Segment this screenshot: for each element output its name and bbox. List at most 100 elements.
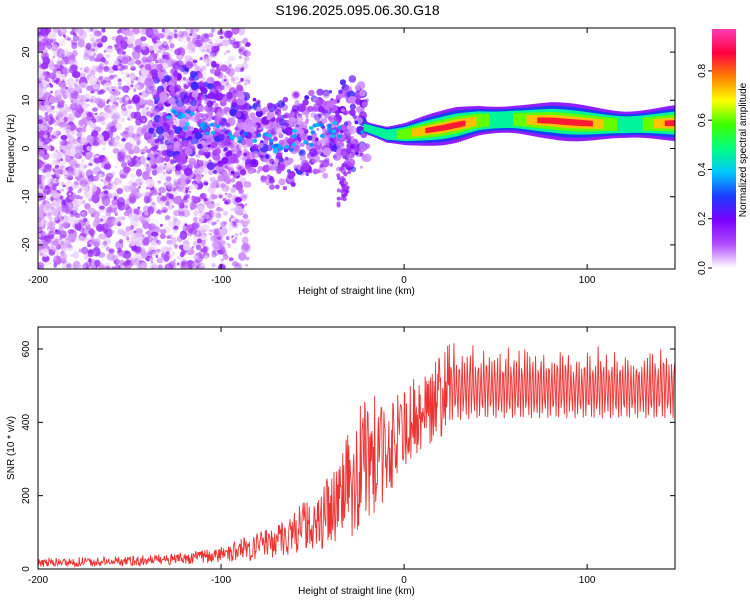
spectrogram-blob bbox=[165, 251, 170, 255]
spectrogram-blob bbox=[62, 110, 68, 117]
spectrogram-blob bbox=[121, 137, 126, 142]
spectrogram-blob bbox=[216, 206, 222, 212]
spectrogram-blob bbox=[61, 67, 68, 74]
spectrogram-blob bbox=[274, 109, 282, 116]
spectrogram-blob bbox=[139, 115, 148, 124]
spectrogram-blob bbox=[99, 69, 104, 74]
spectrogram-blob bbox=[151, 201, 156, 206]
spectrogram-blob bbox=[87, 174, 95, 182]
spectrogram-blob bbox=[223, 221, 228, 225]
spectrogram-blob bbox=[80, 74, 85, 78]
spectrogram-blob bbox=[38, 230, 47, 241]
spectrogram-blob bbox=[55, 150, 59, 153]
spectrogram-blob bbox=[166, 176, 172, 182]
spectrogram-blob bbox=[145, 217, 151, 222]
spectrogram-blob bbox=[169, 158, 175, 165]
spectrogram-blob bbox=[182, 224, 188, 232]
spectrogram-blob bbox=[121, 145, 124, 148]
spectrogram-blob bbox=[274, 184, 280, 190]
spectrogram-blob bbox=[241, 227, 249, 234]
spectrogram-blob bbox=[60, 158, 64, 162]
spectrogram-blob bbox=[74, 170, 80, 177]
colorbar-gradient bbox=[712, 29, 736, 268]
spectrogram-blob bbox=[178, 91, 188, 101]
spectrogram-blob bbox=[46, 71, 50, 76]
spectrogram-peak bbox=[242, 131, 248, 136]
spectrogram-blob bbox=[155, 51, 158, 54]
spectrogram-blob bbox=[161, 252, 165, 258]
spectrogram-blob bbox=[171, 251, 176, 257]
spectrogram-blob bbox=[113, 59, 120, 66]
spectrogram-blob bbox=[69, 187, 74, 192]
spectrogram-blob bbox=[344, 110, 350, 115]
spectrogram-blob bbox=[220, 247, 225, 251]
snr-x-tick-label: 0 bbox=[401, 575, 407, 586]
spectrogram-blob bbox=[75, 194, 80, 200]
spectrogram-blob bbox=[138, 185, 141, 189]
spectrogram-blob bbox=[75, 204, 80, 208]
spectrogram-blob bbox=[173, 154, 182, 163]
spectrogram-blob bbox=[197, 183, 204, 189]
spectrogram-blob bbox=[60, 149, 63, 152]
spectrogram-blob bbox=[191, 221, 200, 230]
spectrogram-blob bbox=[173, 181, 179, 187]
spectrogram-blob bbox=[241, 236, 249, 245]
spectrogram-blob bbox=[125, 96, 130, 101]
spectrogram-blob bbox=[121, 161, 128, 169]
spectrogram-blob bbox=[98, 133, 103, 139]
spectrogram-blob bbox=[278, 178, 286, 186]
spectrogram-blob bbox=[128, 99, 132, 105]
spectrogram-blob bbox=[159, 57, 166, 64]
spectrogram-blob bbox=[155, 265, 160, 269]
spectrogram-blob bbox=[43, 219, 48, 224]
spectrogram-blob bbox=[105, 206, 112, 214]
spectrogram-blob bbox=[291, 112, 295, 116]
spectrogram-blob bbox=[238, 80, 242, 84]
spectrogram-blob bbox=[146, 99, 154, 106]
spectrogram-blob bbox=[243, 148, 248, 153]
spectrogram-blob bbox=[39, 77, 43, 82]
spectrogram-blob bbox=[201, 113, 209, 121]
spectrogram-blob bbox=[88, 55, 95, 60]
spectrogram-blob bbox=[151, 250, 159, 257]
spectrogram-blob bbox=[342, 197, 347, 202]
spectrogram-blob bbox=[56, 104, 63, 109]
spectrogram-blob bbox=[85, 120, 91, 125]
spectrogram-blob bbox=[61, 257, 66, 262]
spectrogram-blob bbox=[146, 148, 151, 154]
snr-x-tick-label: -200 bbox=[28, 575, 48, 586]
spectrogram-blob bbox=[60, 165, 65, 169]
spectrogram-blob bbox=[234, 90, 242, 98]
spectrogram-blob bbox=[278, 118, 287, 127]
spectrogram-blob bbox=[65, 200, 74, 211]
spectrogram-blob bbox=[55, 181, 60, 187]
spectrogram-blob bbox=[107, 125, 115, 133]
spectrogram-blob bbox=[171, 205, 175, 208]
spectrogram-blob bbox=[109, 94, 117, 104]
spectrogram-blob bbox=[58, 111, 64, 118]
spectrogram-blob bbox=[70, 205, 79, 212]
spectrogram-blob bbox=[74, 222, 82, 231]
spectrogram-blob bbox=[243, 181, 252, 188]
spectrogram-blob bbox=[234, 196, 243, 203]
spectrogram-blob bbox=[242, 50, 251, 57]
spectrogram-blob bbox=[46, 84, 50, 88]
spectrogram-blob bbox=[90, 48, 96, 52]
spectrogram-blob bbox=[118, 220, 123, 224]
spectrogram-blob bbox=[211, 250, 217, 255]
spectrogram-blob bbox=[132, 94, 141, 104]
spectrogram-blob bbox=[340, 183, 345, 188]
spectrogram-blob bbox=[133, 155, 138, 160]
spectrogram-blob bbox=[165, 200, 170, 207]
spectrogram-blob bbox=[228, 257, 234, 262]
spectrogram-blob bbox=[123, 194, 131, 200]
spectrogram-blob bbox=[115, 135, 121, 141]
spectrogram-blob bbox=[173, 178, 179, 184]
spectrogram-y-tick-label: 10 bbox=[21, 94, 32, 106]
spectrogram-blob bbox=[212, 53, 217, 57]
spectrogram-blob bbox=[232, 81, 236, 85]
spectrogram-blob bbox=[147, 133, 153, 139]
spectrogram-blob bbox=[186, 36, 191, 42]
spectrogram-blob bbox=[136, 156, 141, 160]
spectrogram-blob bbox=[115, 178, 123, 185]
